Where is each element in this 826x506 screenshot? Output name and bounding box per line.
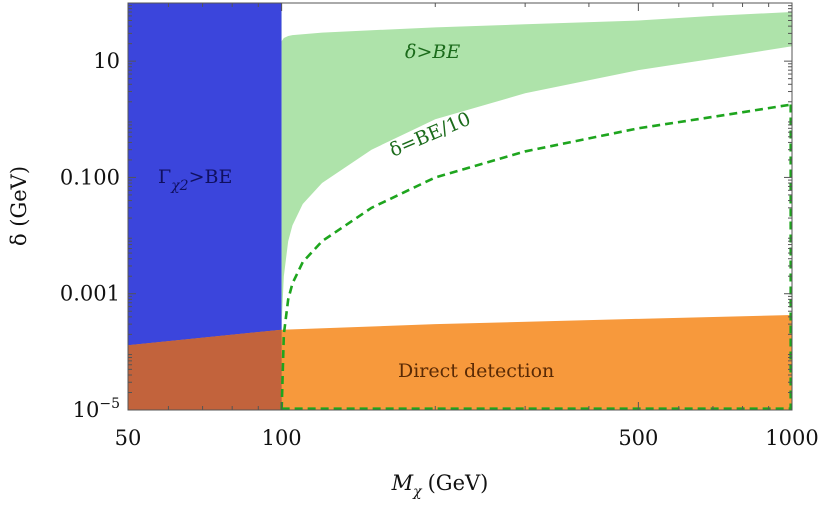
x-tick-label-50: 50: [115, 426, 142, 450]
plot-area: [128, 3, 792, 410]
x-tick-label-500: 500: [618, 426, 658, 450]
y-tick-label-0: 10: [93, 49, 120, 73]
y-axis-label: δ (GeV): [7, 166, 31, 246]
region-white-top: [281, 3, 792, 42]
y-tick-label-base: 10: [73, 398, 100, 422]
annotation-direct-detection: Direct detection: [398, 360, 554, 382]
annotation-gamma: Γχ2>BE: [158, 166, 232, 194]
x-tick-label-100: 100: [262, 426, 302, 450]
annotation-gamma-main: Γ: [158, 166, 171, 188]
x-axis-label-sub: χ: [412, 484, 423, 500]
x-axis-label-main: M: [391, 471, 414, 495]
x-tick-label-1000: 1000: [765, 426, 818, 450]
annotation-delta-be: δ>BE: [405, 41, 460, 63]
x-axis-label: Mχ (GeV): [391, 471, 489, 500]
plot-frame: [127, 2, 793, 411]
y-tick-label-1: 0.100: [60, 165, 120, 189]
annotation-gamma-tail: >BE: [189, 166, 233, 188]
region-overlap: [128, 329, 282, 410]
annotation-gamma-sub: χ2: [170, 178, 188, 194]
region-gamma-chi2-gt-be: [128, 3, 282, 410]
y-tick-label-3: 10−5: [73, 396, 120, 422]
region-direct-detection: [128, 315, 792, 410]
x-axis-label-unit: (GeV): [428, 471, 489, 495]
region-delta-gt-be: [281, 3, 792, 325]
y-tick-label-exp: −5: [99, 396, 120, 412]
dashed-line-delta-be10: [280, 103, 792, 410]
y-tick-label-2: 0.001: [60, 282, 120, 306]
